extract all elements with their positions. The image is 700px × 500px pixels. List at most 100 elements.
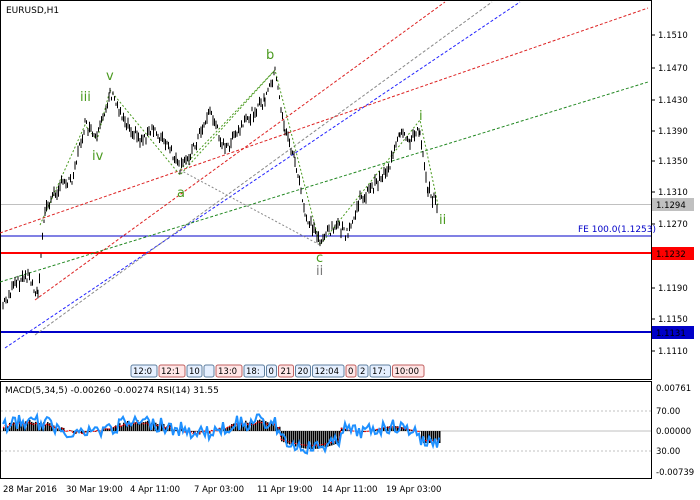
macd-bar: [137, 420, 139, 431]
price-axis: 1.1510 1.1470 1.1430 1.1390 1.1350 1.131…: [651, 31, 694, 357]
macd-bar: [75, 431, 77, 435]
macd-bar: [3, 427, 5, 431]
time-box: [295, 364, 311, 378]
macd-bar: [435, 431, 437, 443]
macd-bar: [161, 422, 163, 431]
wave-label-i: i: [419, 109, 423, 124]
macd-bar: [401, 426, 403, 431]
macd-bar: [175, 429, 177, 431]
macd-bar: [247, 422, 249, 431]
red-trend-line-1: [0, 7, 649, 234]
macd-bar: [107, 428, 109, 431]
macd-bar: [337, 431, 339, 444]
macd-bar: [123, 422, 125, 431]
price-tick: 1.1430: [658, 96, 688, 106]
macd-bar: [103, 428, 105, 431]
price-tick: 1.1470: [658, 64, 688, 74]
time-box-label: 20: [298, 367, 309, 377]
macd-bar: [125, 423, 127, 431]
time-box-label: 12:1: [161, 367, 180, 377]
macd-bar: [439, 431, 441, 443]
macd-bar: [307, 431, 309, 449]
macd-bar: [309, 431, 311, 449]
fe-label: FE 100.0(1.1253): [578, 225, 656, 235]
main-chart-frame: [0, 0, 652, 380]
macd-bar: [311, 431, 313, 449]
time-box: [158, 364, 186, 378]
macd-bar: [139, 422, 141, 431]
macd-bar: [341, 427, 343, 431]
blue-level-box: [652, 326, 694, 339]
time-box: [312, 364, 345, 378]
symbol-label: EURUSD,H1: [6, 6, 59, 16]
macd-bar: [257, 420, 259, 431]
macd-bar: [405, 427, 407, 431]
gray-wave-connector: [179, 169, 321, 246]
price-tick: 1.1190: [658, 284, 688, 294]
indicator-tick: 30.00: [656, 447, 680, 457]
red-level-box: [652, 247, 694, 260]
wave-label-iii: iii: [80, 90, 91, 105]
macd-bar: [21, 422, 23, 431]
macd-bar: [19, 421, 21, 431]
macd-bar: [145, 421, 147, 431]
macd-bar: [81, 431, 83, 434]
macd-bar: [261, 420, 263, 431]
time-box: [357, 364, 369, 378]
macd-bar: [63, 427, 65, 431]
macd-bar: [119, 423, 121, 431]
macd-bar: [431, 431, 433, 443]
time-tick: 7 Apr 03:00: [194, 485, 244, 495]
macd-bar: [227, 426, 229, 431]
blue-level-value: 1.1131: [656, 329, 686, 339]
macd-bar: [315, 431, 317, 449]
macd-bar: [243, 424, 245, 431]
macd-bar: [403, 427, 405, 431]
macd-bar: [425, 431, 427, 443]
macd-bar: [419, 431, 421, 432]
macd-bar: [165, 427, 167, 431]
blue-trend-line: [4, 1, 521, 349]
macd-bar: [13, 422, 15, 431]
price-tick: 1.1270: [658, 220, 688, 230]
macd-bar: [427, 431, 429, 443]
indicator-title: MACD(5,34,5) -0.00260 -0.00274 RSI(14) 3…: [5, 386, 219, 396]
macd-bar: [387, 426, 389, 431]
macd-bar: [301, 431, 303, 448]
macd-bar: [259, 419, 261, 431]
macd-bar: [89, 431, 91, 433]
time-tick: 14 Apr 11:00: [322, 485, 377, 495]
macd-bar: [277, 426, 279, 431]
time-box-label: 17:: [372, 367, 386, 377]
macd-bar: [437, 431, 439, 443]
macd-bar: [45, 424, 47, 431]
macd-bar: [153, 422, 155, 431]
price-tick: 1.1310: [658, 188, 688, 198]
time-tick: 19 Apr 03:00: [386, 485, 441, 495]
time-box: [130, 364, 158, 378]
red-trend-line-2: [34, 1, 446, 301]
time-box-label: 13:0: [218, 367, 237, 377]
macd-bar: [265, 421, 267, 431]
macd-bar: [395, 426, 397, 431]
time-box-label: 18:: [246, 367, 260, 377]
current-price-value: 1.1294: [656, 201, 686, 211]
macd-bar: [51, 425, 53, 431]
time-axis: 28 Mar 2016 30 Mar 19:00 4 Apr 11:00 7 A…: [3, 485, 441, 495]
macd-bar: [293, 431, 295, 446]
time-box: [345, 364, 357, 378]
macd-bar: [313, 431, 315, 449]
macd-bar: [273, 422, 275, 431]
macd-bar: [133, 421, 135, 431]
macd-bar: [305, 431, 307, 449]
macd-bar: [147, 420, 149, 431]
indicator-tick: 0.00761: [656, 384, 691, 394]
price-tick: 1.1150: [658, 315, 688, 325]
wave-label-ii-right: ii: [439, 213, 446, 228]
red-level-value: 1.1232: [656, 250, 686, 260]
macd-bar: [105, 428, 107, 431]
wave-label-iv: iv: [92, 149, 104, 164]
macd-bar: [141, 420, 143, 431]
macd-bar: [241, 421, 243, 431]
